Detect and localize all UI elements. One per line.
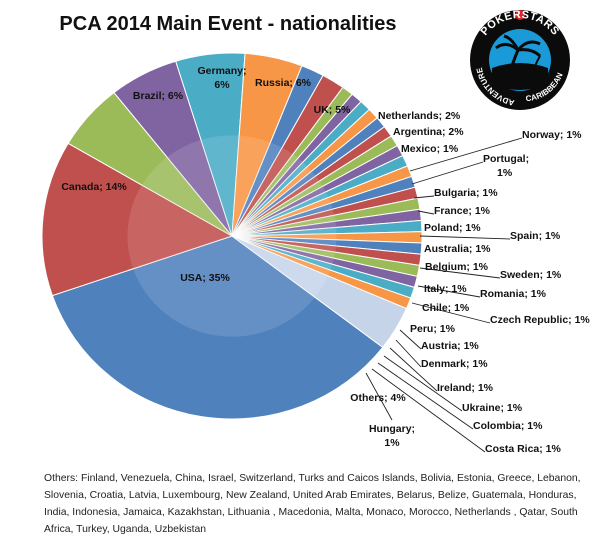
pie-slice-usa	[51, 235, 384, 420]
leader-lines	[365, 137, 523, 453]
slice-label-line: 6%	[214, 79, 230, 91]
pie-slice-sheen-bulgaria	[232, 166, 312, 236]
slice-label-austria: Austria; 1%	[421, 340, 479, 352]
slice-label-norway: Norway; 1%	[522, 129, 582, 141]
others-footnote: Others: Finland, Venezuela, China, Israe…	[44, 473, 581, 535]
pie-slice-sheen-spain	[232, 181, 323, 236]
slice-label-ireland: Ireland; 1%	[437, 382, 494, 394]
slice-label-others: Others; 4%	[350, 392, 406, 404]
pie-slice-sheen-germany	[167, 139, 232, 236]
slice-label-spain: Spain; 1%	[510, 230, 561, 242]
slice-label-brazil: Brazil; 6%	[133, 90, 184, 102]
leader-line-czech-republic	[411, 302, 491, 324]
pie-slice-sheen-uk	[232, 135, 271, 236]
pie-slice-sheen-romania	[232, 209, 335, 236]
slice-label-bulgaria: Bulgaria; 1%	[434, 187, 498, 199]
slice-label-belgium: Belgium; 1%	[425, 261, 489, 273]
pie-slice-sheen-usa	[133, 236, 315, 337]
leader-line-hungary	[365, 372, 393, 421]
pie-slice-sheen-france	[232, 171, 316, 236]
slice-label-ukraine: Ukraine; 1%	[462, 402, 523, 414]
slice-label-chile: Chile; 1%	[422, 302, 470, 314]
pie-slice-sheen-portugal	[232, 162, 308, 236]
slice-label-canada: Canada; 14%	[61, 181, 127, 193]
pie-slice-sheen-mexico	[232, 154, 299, 236]
pie-slice-sheen-italy	[232, 203, 333, 236]
pie-slice-sheen-argentina	[232, 147, 293, 236]
leader-line-austria	[399, 329, 422, 350]
slice-label-denmark: Denmark; 1%	[421, 358, 488, 370]
palm-tree-small-icon	[529, 55, 541, 83]
pie-slice-sheen-brazil	[141, 157, 232, 236]
chart-title: PCA 2014 Main Event - nationalities	[59, 13, 396, 35]
leader-line-colombia	[377, 362, 474, 430]
slice-label-sweden: Sweden; 1%	[500, 269, 562, 281]
pie-slice-sheen-russia	[201, 135, 240, 236]
slice-label-costa-rica: Costa Rica; 1%	[485, 443, 562, 455]
palm-leaves-icon	[495, 34, 542, 58]
slice-label-czech-republic: Czech Republic; 1%	[490, 314, 590, 326]
pie-slice-sheen-netherlands	[232, 142, 283, 236]
leader-line-norway	[409, 137, 523, 172]
slice-label-line: 1%	[497, 167, 513, 179]
slice-label-hungary: Hungary; 1%	[369, 423, 415, 449]
pie-slice-sheen-poland	[232, 175, 320, 236]
slice-label-colombia: Colombia; 1%	[473, 420, 543, 432]
pie-slice-sheen-belgium	[232, 191, 329, 236]
leader-line-denmark	[395, 339, 422, 368]
slice-label-argentina: Argentina; 2%	[393, 126, 464, 138]
pie-slice-others	[231, 235, 408, 349]
pie-slice-sheen-sweden	[232, 197, 331, 236]
leader-line-spain	[419, 235, 511, 240]
pie-slice-sheen-czech-republic	[232, 221, 337, 236]
slice-label-russia: Russia; 6%	[255, 77, 312, 89]
slice-labels: USA; 35% Canada; 14% Brazil; 6% Germany; 6% R…	[61, 65, 590, 455]
slice-label-france: France; 1%	[434, 205, 491, 217]
slice-label-peru: Peru; 1%	[410, 323, 456, 335]
pie-chart: PCA 2014 Main Event - nationalities USA;…	[41, 9, 590, 455]
slice-label-line: Hungary;	[369, 423, 415, 435]
leader-line-romania	[417, 285, 481, 298]
pie-slice-sheen-norway	[232, 158, 303, 236]
leader-line-portugal	[411, 161, 484, 185]
star-icon	[515, 10, 525, 20]
slice-label-mexico: Mexico; 1%	[401, 143, 459, 155]
pie-slice-sheen-others	[232, 236, 328, 298]
leader-line-bulgaria	[413, 195, 435, 199]
slice-label-netherlands: Netherlands; 2%	[378, 110, 461, 122]
slice-label-italy: Italy; 1%	[424, 283, 467, 295]
palm-tree-icon	[506, 49, 520, 81]
pie-slice-sheen-canada	[127, 185, 232, 269]
leader-line-ukraine	[383, 355, 463, 412]
leader-line-costa-rica	[371, 368, 486, 453]
slice-label-usa: USA; 35%	[180, 272, 230, 284]
pie-slices	[41, 52, 423, 420]
slice-label-portugal: Portugal; 1%	[483, 153, 529, 179]
slice-label-germany: Germany; 6%	[197, 65, 246, 91]
slice-label-line: 1%	[384, 437, 400, 449]
leader-line-france	[417, 210, 435, 215]
leader-line-sweden	[419, 267, 501, 279]
pokerstars-caribbean-adventure-logo: POKERSTARS ADVENTURE CARIBBEAN	[470, 9, 570, 110]
pie-slice-sheen-australia	[232, 186, 326, 236]
leader-line-ireland	[389, 347, 438, 392]
slice-label-australia: Australia; 1%	[424, 243, 491, 255]
logo-island	[492, 63, 548, 90]
slice-label-line: Germany;	[197, 65, 246, 77]
slice-label-romania: Romania; 1%	[480, 288, 547, 300]
pie-slice-sheen-austria	[232, 233, 337, 240]
pie-slice-canada	[41, 142, 234, 297]
pie-slice-sheen-chile	[232, 215, 336, 236]
slice-label-line: Portugal;	[483, 153, 529, 165]
slice-label-uk: UK; 5%	[314, 104, 351, 116]
slice-label-poland: Poland; 1%	[424, 222, 481, 234]
